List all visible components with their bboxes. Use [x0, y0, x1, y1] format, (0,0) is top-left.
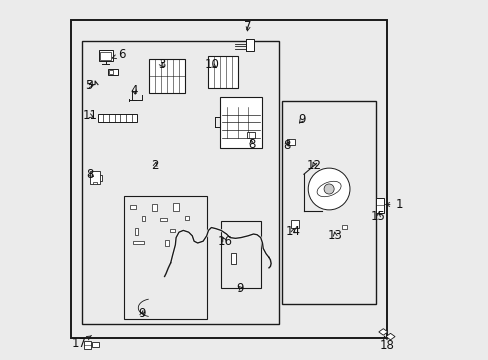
Text: 8: 8 [86, 168, 94, 181]
Text: 9: 9 [236, 282, 244, 294]
Text: 3: 3 [158, 58, 165, 71]
Text: 16: 16 [217, 235, 232, 248]
Ellipse shape [285, 116, 293, 129]
Bar [98, 114, 137, 122]
Bar [290, 220, 298, 228]
Circle shape [324, 184, 333, 194]
Ellipse shape [182, 229, 184, 234]
Text: 13: 13 [327, 229, 342, 242]
Bar [282, 101, 375, 304]
Ellipse shape [155, 239, 158, 243]
Polygon shape [378, 329, 387, 335]
Bar [133, 241, 143, 244]
Ellipse shape [163, 204, 167, 207]
Circle shape [325, 219, 341, 235]
Bar [135, 228, 138, 235]
Bar [221, 221, 260, 288]
Circle shape [307, 168, 349, 210]
Bar [71, 20, 386, 338]
Bar [230, 253, 235, 264]
Bar [246, 132, 254, 138]
Bar [82, 41, 278, 324]
Bar [89, 171, 101, 184]
Bar [286, 139, 294, 145]
Bar [160, 218, 166, 221]
Ellipse shape [174, 216, 178, 221]
Text: 8: 8 [283, 139, 290, 152]
Bar [94, 175, 102, 181]
Bar [185, 216, 188, 220]
Bar [165, 240, 168, 246]
Bar [109, 70, 113, 74]
Text: 6: 6 [112, 48, 125, 61]
Bar [142, 216, 145, 221]
Text: 12: 12 [306, 159, 321, 172]
Text: 7: 7 [244, 21, 251, 33]
Bar [123, 196, 206, 319]
Bar [99, 50, 113, 61]
Text: 8: 8 [247, 138, 255, 150]
Bar [207, 56, 238, 88]
Text: 17: 17 [71, 336, 91, 350]
Ellipse shape [177, 240, 182, 243]
Bar [93, 182, 97, 184]
Bar [92, 342, 99, 347]
Text: 15: 15 [370, 210, 385, 223]
Text: 4: 4 [130, 84, 138, 96]
Bar [83, 341, 91, 349]
Bar [375, 198, 383, 213]
Text: 10: 10 [204, 58, 219, 71]
Text: 9: 9 [138, 307, 146, 320]
Text: 1: 1 [385, 198, 402, 211]
Ellipse shape [145, 229, 149, 232]
Bar [152, 204, 156, 211]
Text: 18: 18 [379, 336, 393, 352]
Bar [220, 97, 261, 148]
Bar [246, 39, 253, 51]
Text: 2: 2 [151, 159, 159, 172]
Text: 14: 14 [285, 225, 300, 238]
Polygon shape [385, 333, 394, 340]
Ellipse shape [242, 254, 249, 263]
Ellipse shape [159, 230, 161, 233]
Bar [108, 69, 118, 75]
Ellipse shape [128, 216, 133, 224]
Ellipse shape [153, 216, 156, 220]
Ellipse shape [142, 204, 145, 209]
Bar [173, 203, 179, 211]
Circle shape [329, 223, 337, 231]
Bar [101, 52, 111, 60]
Text: 11: 11 [83, 109, 98, 122]
Bar [149, 58, 185, 93]
Text: 5: 5 [85, 79, 93, 92]
Bar [129, 205, 136, 209]
Text: 9: 9 [297, 113, 305, 126]
Bar [341, 225, 347, 229]
Ellipse shape [185, 204, 188, 209]
Bar [170, 229, 174, 232]
